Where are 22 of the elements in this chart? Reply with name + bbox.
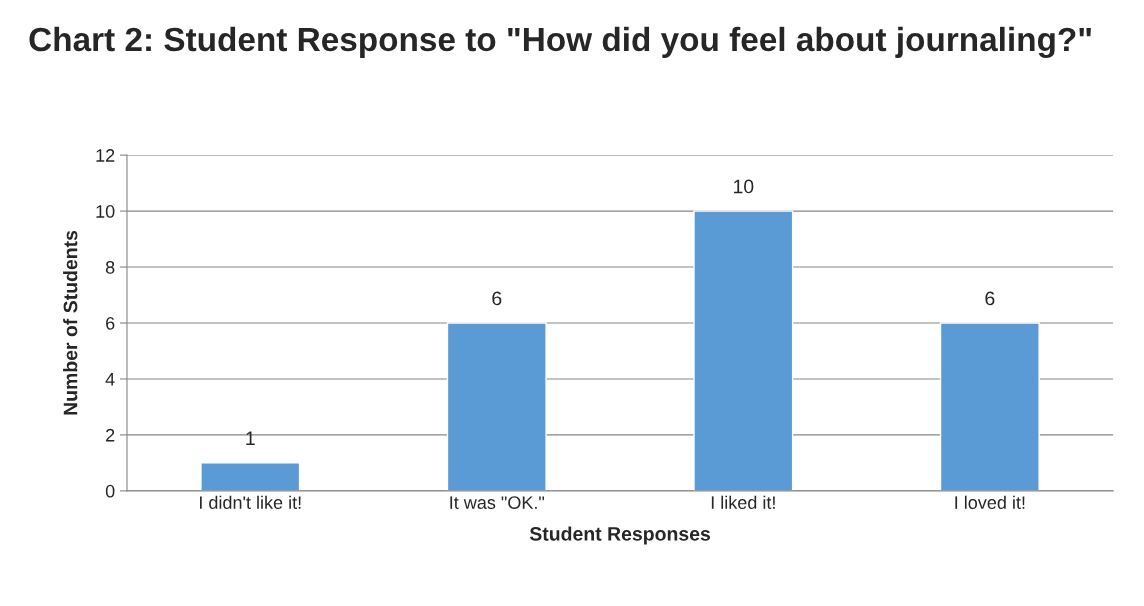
x-tick-label: I loved it! — [955, 495, 1025, 509]
y-tick-label: 4 — [105, 373, 115, 386]
chart-title: Chart 2: Student Response to "How did you feel about journaling?" — [29, 26, 1091, 59]
bar — [200, 462, 301, 491]
y-tick-label: 0 — [105, 484, 115, 498]
y-tick-label: 2 — [106, 428, 115, 442]
bar — [446, 322, 547, 491]
data-label: 6 — [985, 291, 995, 306]
y-tick-label: 8 — [105, 260, 115, 274]
y-tick-label: 10 — [96, 205, 115, 218]
x-tick-label: It was "OK." — [450, 496, 545, 509]
data-label: 1 — [246, 431, 255, 445]
x-tick-label: I liked it! — [711, 495, 775, 509]
bar — [939, 322, 1040, 491]
x-tick-label: I didn't like it! — [200, 495, 301, 509]
x-axis-title: Student Responses — [529, 526, 711, 545]
y-tick-label: 12 — [96, 149, 115, 162]
bar — [693, 210, 794, 491]
data-label: 6 — [492, 291, 502, 306]
y-axis-title: Number of Students — [63, 230, 78, 415]
y-tick-label: 6 — [106, 316, 115, 330]
data-label: 10 — [733, 179, 754, 194]
